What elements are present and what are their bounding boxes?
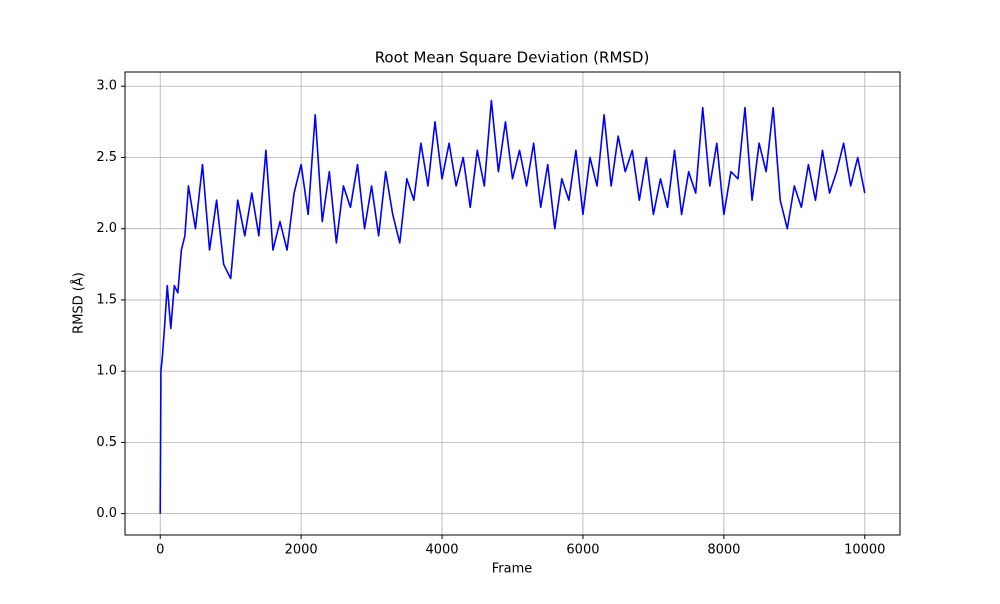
plot-frame <box>124 71 901 536</box>
x-axis-label: Frame <box>492 562 533 577</box>
y-tick-label: 3.0 <box>96 79 117 94</box>
data-line <box>159 99 866 514</box>
x-tick-label: 0 <box>156 543 164 558</box>
y-tick-label: 1.5 <box>96 292 117 307</box>
x-tick-label: 10000 <box>844 543 885 558</box>
x-tick-label: 2000 <box>285 543 318 558</box>
x-tick-label: 8000 <box>707 543 740 558</box>
y-tick-label: 2.5 <box>96 150 117 165</box>
chart-title: Root Mean Square Deviation (RMSD) <box>375 49 650 67</box>
y-tick-label: 2.0 <box>96 221 117 236</box>
x-tick-label: 4000 <box>425 543 458 558</box>
y-tick-label: 1.0 <box>96 364 117 379</box>
x-tick-label: 6000 <box>566 543 599 558</box>
y-axis-label: RMSD (Å) <box>71 272 87 334</box>
y-tick-label: 0.0 <box>96 506 117 521</box>
y-tick-label: 0.5 <box>96 435 117 450</box>
